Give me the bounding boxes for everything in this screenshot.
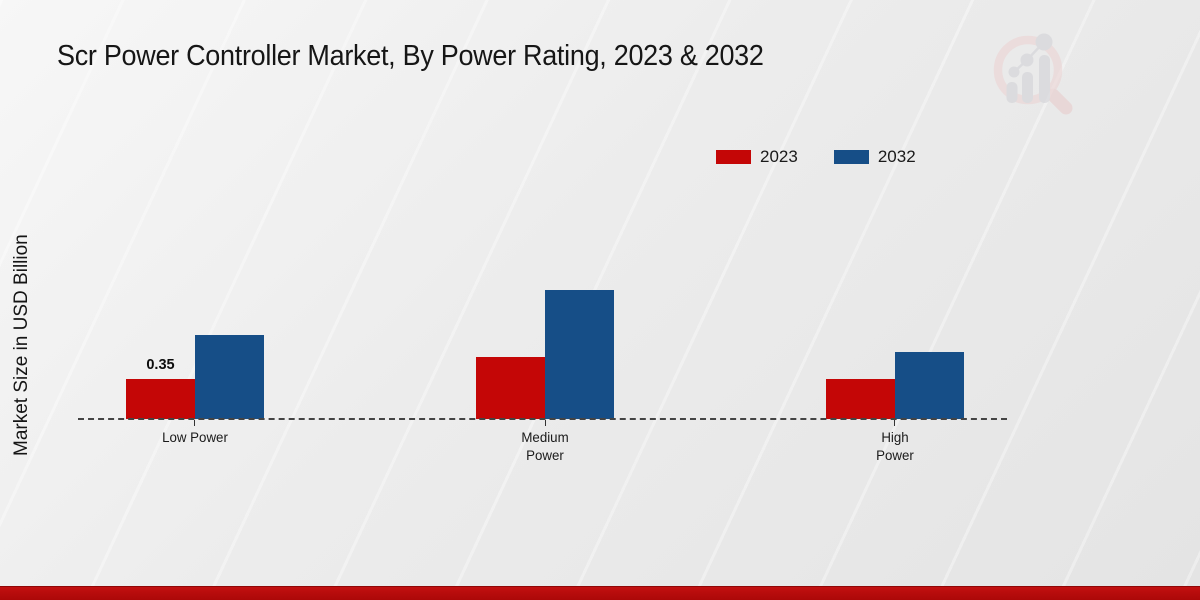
magnifier-handle <box>1046 88 1073 115</box>
bar-2023-high-power <box>825 379 895 419</box>
legend-label: 2023 <box>760 147 798 166</box>
legend: 2023 2032 <box>716 147 916 167</box>
bar-2023-low-power <box>125 379 195 419</box>
legend-label: 2032 <box>877 147 916 166</box>
legend-swatch-2023 <box>716 150 751 164</box>
logo-dot-medium <box>1020 53 1034 67</box>
x-axis-tick-medium-power <box>544 420 546 426</box>
legend-swatch-2032 <box>833 150 869 164</box>
legend-item-2023: 2023 <box>716 147 798 167</box>
logo-bar-tall <box>1039 55 1050 103</box>
logo-dot-small <box>1008 66 1020 78</box>
x-axis-tick-high-power <box>894 420 895 426</box>
category-label-medium-power: Medium Power <box>479 428 612 464</box>
chart-title: Scr Power Controller Market, By Power Ra… <box>57 40 764 72</box>
category-label-line: High <box>880 429 909 445</box>
bar-2032-low-power <box>194 335 264 419</box>
category-label-line: Power <box>875 447 914 463</box>
logo-dot-large <box>1035 33 1053 51</box>
y-axis-label: Market Size in USD Billion <box>11 234 32 456</box>
logo-bar-medium <box>1022 72 1033 103</box>
category-label-line: Power <box>526 447 564 463</box>
bar-2032-high-power <box>894 352 964 419</box>
bar-value-label-2023-low-power: 0.35 <box>145 356 175 373</box>
bar-2023-medium-power <box>476 357 545 419</box>
category-label-line: Medium <box>521 429 569 445</box>
x-axis-baseline <box>78 418 1007 420</box>
legend-item-2032: 2032 <box>833 147 916 167</box>
bar-2032-medium-power <box>545 290 614 419</box>
category-label-high-power: High Power <box>828 428 961 464</box>
logo-bar-small <box>1006 82 1018 103</box>
footer-accent-bar <box>0 586 1200 600</box>
market-research-future-logo-icon <box>993 33 1073 115</box>
category-label-line: Low Power <box>161 429 228 445</box>
x-axis-tick-low-power <box>194 420 195 426</box>
category-label-low-power: Low Power <box>128 428 261 446</box>
